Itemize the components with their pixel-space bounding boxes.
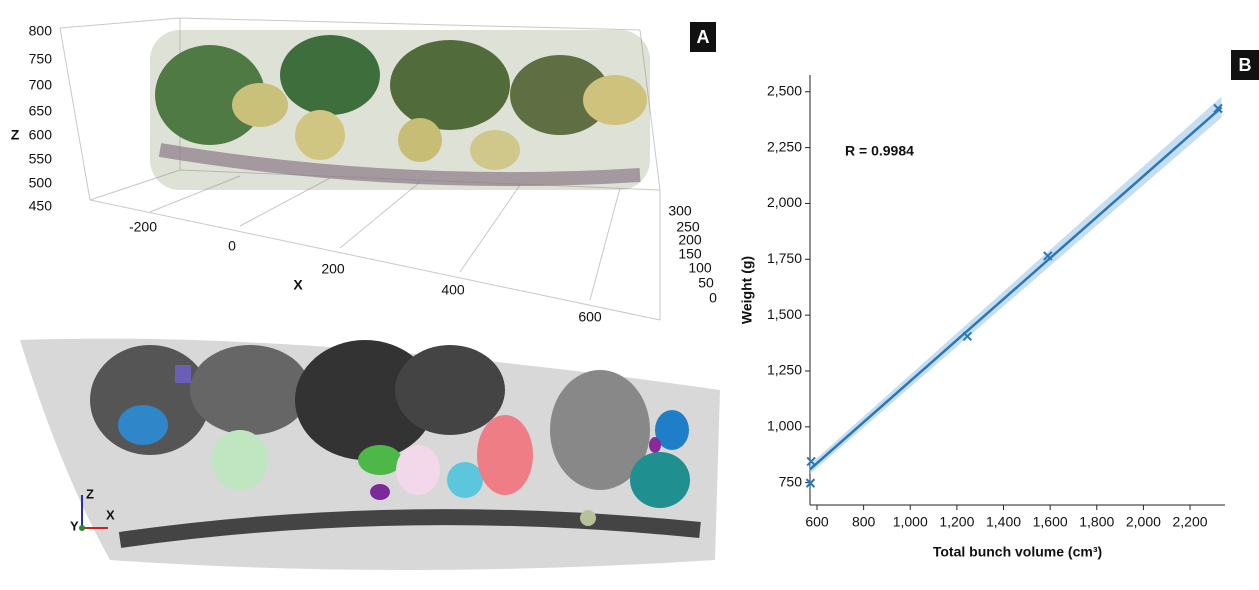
z-tick-label: 600 xyxy=(29,127,53,143)
y-tick-label: 2,250 xyxy=(767,138,802,154)
z-tick-label: 800 xyxy=(29,23,53,39)
axes-box xyxy=(59,17,661,321)
x-tick-label: 1,400 xyxy=(986,514,1021,530)
point xyxy=(805,478,816,488)
axes-icon-label: X xyxy=(106,507,115,522)
y-tick-label: 1,500 xyxy=(767,306,802,322)
x-tick-label: 1,600 xyxy=(1033,514,1068,530)
fit-line xyxy=(809,106,1223,471)
y-tick-label: 200 xyxy=(678,232,702,248)
axes-icon-label: Z xyxy=(86,486,94,501)
annotation: R = 0.9984 xyxy=(845,143,914,159)
y-tick-label: 50 xyxy=(698,275,714,291)
point-cloud-segmented xyxy=(20,338,720,570)
x-tick-label: 0 xyxy=(228,238,236,254)
panel-label-box xyxy=(1231,50,1259,80)
point xyxy=(1043,251,1053,261)
y-tick-label: 150 xyxy=(678,246,702,262)
y-tick-label: 750 xyxy=(779,473,803,489)
y-axis-label: Weight (g) xyxy=(739,256,755,324)
x-tick-label: 400 xyxy=(441,282,465,298)
axis-label: X xyxy=(293,277,303,293)
y-tick-label: 1,250 xyxy=(767,362,802,378)
y-tick-label: 0 xyxy=(709,290,717,306)
y-tick-label: 300 xyxy=(668,203,692,219)
x-tick-label: 200 xyxy=(321,261,345,277)
panel-label: A xyxy=(697,27,710,47)
x-tick-label: 1,800 xyxy=(1079,514,1114,530)
y-tick-label: 1,750 xyxy=(767,250,802,266)
panel-label-box xyxy=(690,22,716,52)
axis-label: Z xyxy=(11,127,20,143)
x-tick-label: 600 xyxy=(805,514,829,530)
y-tick-label: 1,000 xyxy=(767,418,802,434)
x-tick-label: 1,200 xyxy=(939,514,974,530)
y-tick-label: 100 xyxy=(688,260,712,276)
x-tick-label: 800 xyxy=(852,514,876,530)
point xyxy=(806,456,816,467)
axes-icon xyxy=(79,495,108,531)
y-tick-label: 2,000 xyxy=(767,194,802,210)
x-tick-label: 2,200 xyxy=(1173,514,1208,530)
x-tick-label: 600 xyxy=(578,309,602,325)
z-tick-label: 750 xyxy=(29,51,53,67)
panel-label: B xyxy=(1239,55,1252,75)
z-tick-label: 500 xyxy=(29,175,53,191)
z-tick-label: 450 xyxy=(29,198,53,214)
z-tick-label: 700 xyxy=(29,77,53,93)
z-tick-label: 550 xyxy=(29,151,53,167)
x-tick-label: 1,000 xyxy=(893,514,928,530)
axes-icon-label: Y xyxy=(70,518,79,533)
x-tick-label: 2,000 xyxy=(1126,514,1161,530)
point xyxy=(962,331,973,342)
z-tick-label: 650 xyxy=(29,103,53,119)
y-tick-label: 2,500 xyxy=(767,82,802,98)
y-tick-label: 250 xyxy=(676,219,700,235)
x-tick-label: -200 xyxy=(129,219,157,235)
point-cloud-rgb xyxy=(150,30,650,190)
x-axis-label: Total bunch volume (cm³) xyxy=(933,544,1102,560)
point xyxy=(1213,103,1223,114)
